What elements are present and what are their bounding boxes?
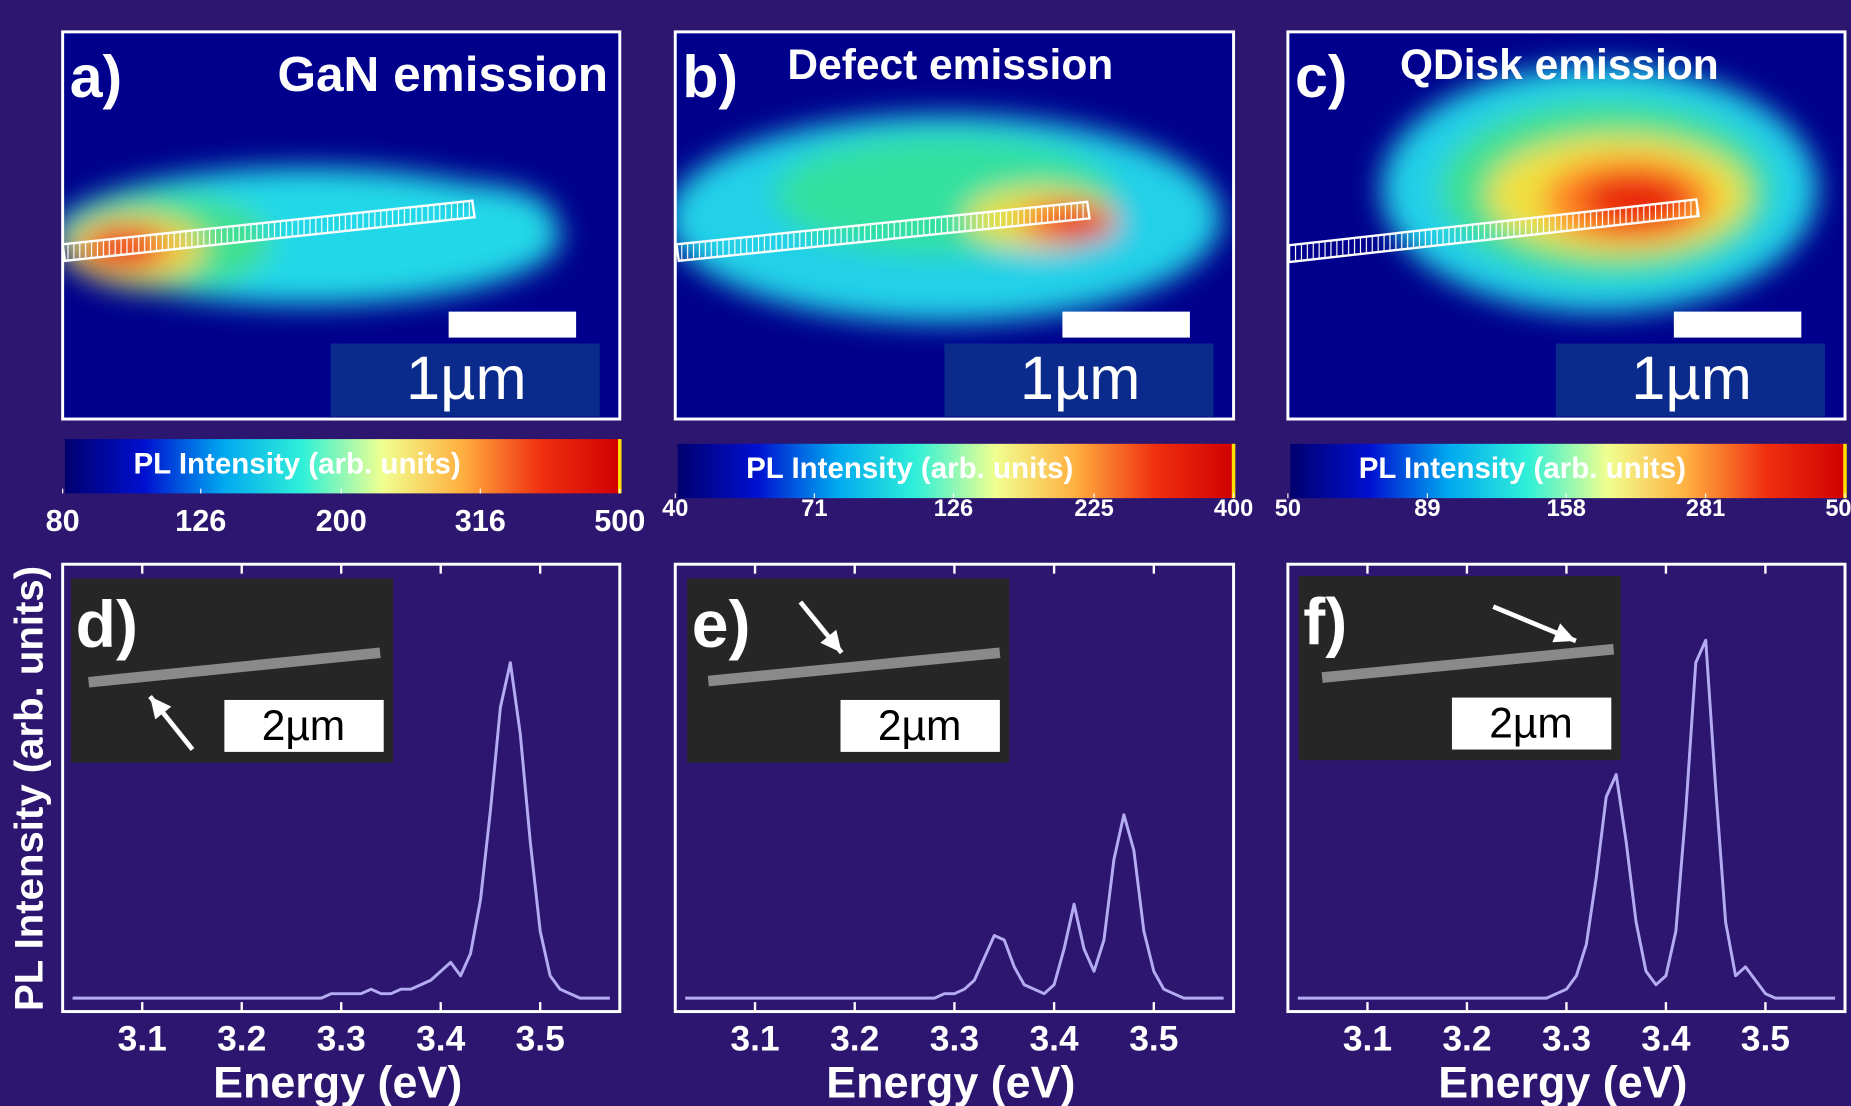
colorbar-tick-label: 200 [316, 503, 367, 538]
x-tick-label: 3.3 [1542, 1019, 1591, 1059]
nanowire-outline [675, 200, 1091, 263]
x-tick-label: 3.1 [1343, 1019, 1392, 1059]
scale-bar [448, 311, 577, 338]
map-blobs [1381, 64, 1818, 313]
x-tick-label: 3.1 [730, 1019, 779, 1059]
inset-arrowhead [820, 629, 842, 653]
x-tick-label: 3.2 [1442, 1019, 1491, 1059]
spectrum-line [685, 813, 1224, 1000]
scale-box [330, 343, 600, 417]
colorbar-tick-label: 50 [1275, 496, 1301, 522]
x-tick-label: 3.2 [830, 1019, 879, 1059]
inset-nanowire [707, 647, 1001, 687]
colorbar-tick-label: 500 [594, 503, 645, 538]
x-tick-label: 3.4 [416, 1019, 466, 1059]
x-tick-label: 3.5 [1741, 1019, 1790, 1059]
inset-scale-label: 2µm [878, 703, 962, 750]
colorbar-tick-label: 281 [1686, 496, 1725, 522]
scale-label: 1µm [1631, 344, 1752, 413]
map-title: QDisk emission [1400, 42, 1719, 89]
scale-bar [1062, 311, 1190, 338]
map-blobs [62, 167, 561, 305]
x-tick-label: 3.3 [317, 1019, 366, 1059]
panel-label: e) [692, 588, 751, 662]
colorbar-tick-label: 500 [1825, 496, 1851, 522]
x-axis-label: Energy (eV) [213, 1057, 462, 1106]
colorbar [65, 439, 620, 494]
colorbar-label: PL Intensity (arb. units) [133, 447, 460, 480]
map-image: 1µm [62, 167, 600, 417]
colorbar [1290, 443, 1846, 499]
plot-frame [1286, 562, 1847, 1014]
panel-label: b) [682, 44, 738, 110]
inset-scale-box [1451, 697, 1612, 750]
scale-label: 1µm [406, 344, 527, 413]
map-border [673, 30, 1236, 421]
map-border [1286, 30, 1847, 421]
panel-label: a) [70, 44, 122, 110]
inset-arrowhead [1552, 623, 1576, 643]
x-tick-label: 3.3 [930, 1019, 979, 1059]
colorbar-tick-label: 126 [934, 496, 973, 522]
colorbar-tick-label: 71 [801, 496, 827, 522]
x-tick-label: 3.1 [118, 1019, 167, 1059]
inset-scale-label: 2µm [262, 703, 346, 750]
scale-bar [1673, 311, 1802, 338]
y-axis-label: PL Intensity (arb. units) [7, 566, 52, 1011]
scale-label: 1µm [1020, 344, 1141, 413]
panel-label: d) [76, 588, 138, 662]
colorbar-tick-label: 89 [1414, 496, 1440, 522]
x-tick-label: 3.2 [217, 1019, 266, 1059]
colorbar-tick-label: 80 [46, 503, 80, 538]
inset-scale-box [224, 699, 384, 752]
map-image: 1µm [1287, 64, 1825, 417]
x-tick-label: 3.4 [1030, 1019, 1080, 1059]
colorbar-tick-label: 40 [662, 496, 688, 522]
colorbar-tick-label: 158 [1547, 496, 1586, 522]
x-tick-label: 3.5 [516, 1019, 565, 1059]
colorbar-tick-label: 400 [1214, 496, 1253, 522]
spectrum-line [72, 661, 610, 1000]
inset-arrowhead [150, 696, 172, 720]
map-border [61, 30, 622, 421]
scale-box [944, 343, 1214, 417]
colorbar-tick-label: 316 [455, 503, 506, 538]
x-tick-label: 3.4 [1641, 1019, 1691, 1059]
colorbar-tick-label: 225 [1074, 496, 1113, 522]
inset-nanowire [88, 647, 381, 688]
colorbar-tick-label: 126 [175, 503, 226, 538]
plot-frame [673, 562, 1236, 1014]
nanowire-outline [62, 199, 476, 263]
inset-scale-box [840, 699, 1000, 752]
x-tick-label: 3.5 [1129, 1019, 1178, 1059]
inset-nanowire [1321, 643, 1615, 683]
colorbar [677, 443, 1234, 499]
panel-label: f) [1303, 585, 1347, 659]
map-title: GaN emission [277, 46, 608, 102]
x-axis-label: Energy (eV) [1438, 1057, 1687, 1106]
spectrum-line [1297, 638, 1836, 1000]
colorbar-label: PL Intensity (arb. units) [746, 452, 1073, 485]
x-axis-label: Energy (eV) [826, 1057, 1075, 1106]
inset-scale-label: 2µm [1489, 701, 1573, 748]
panel-label: c) [1295, 44, 1347, 110]
colorbar-label: PL Intensity (arb. units) [1359, 452, 1686, 485]
map-image: 1µm [675, 114, 1222, 417]
scale-box [1555, 343, 1825, 417]
map-title: Defect emission [787, 42, 1113, 89]
plot-frame [61, 562, 622, 1014]
